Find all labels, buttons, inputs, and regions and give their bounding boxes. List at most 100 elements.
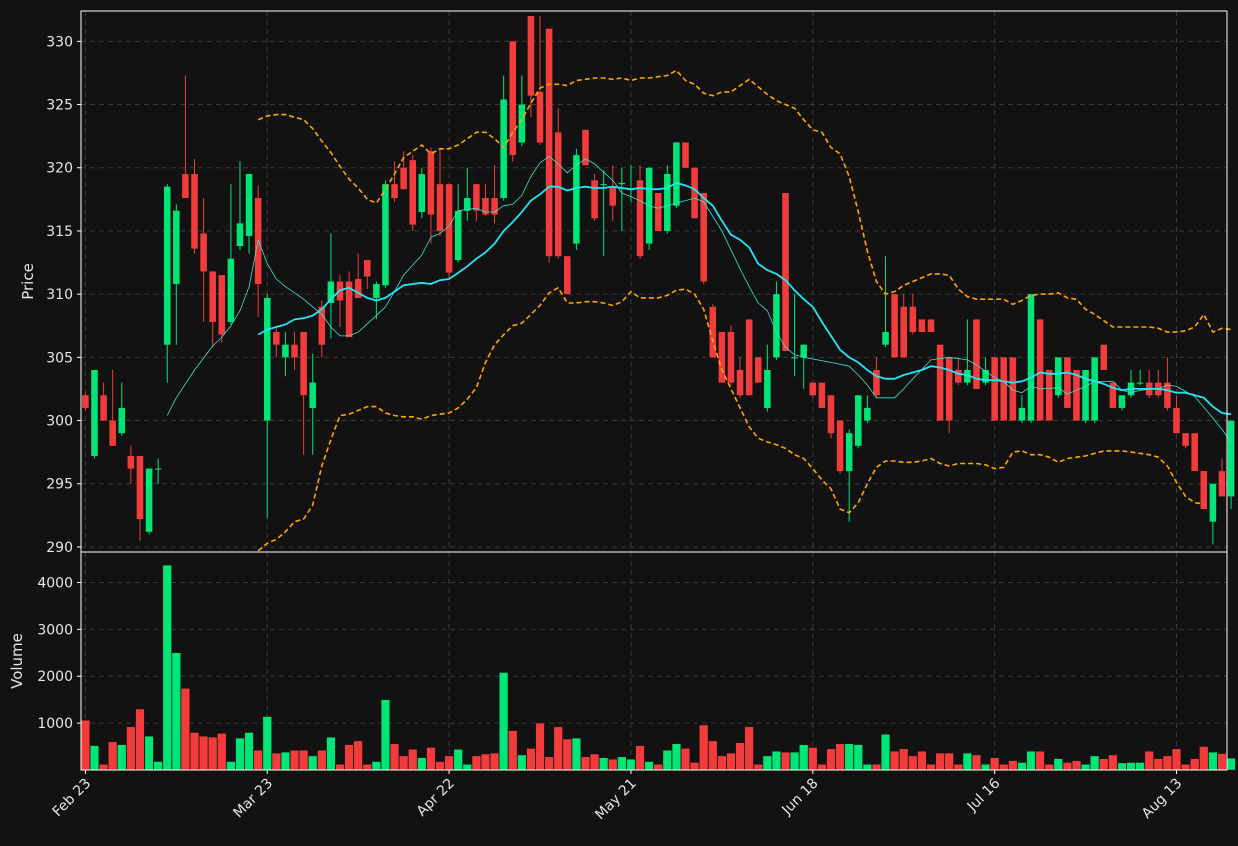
volume-bar [590, 753, 600, 771]
volume-axis-label: Volume [8, 633, 26, 689]
volume-bar [444, 755, 454, 771]
candle-body [327, 281, 335, 303]
volume-bar [471, 755, 481, 771]
candle-body [1082, 369, 1089, 421]
volume-bar [1144, 751, 1154, 771]
volume-bar [680, 748, 691, 771]
volume-bar [999, 764, 1009, 771]
volume-bar [235, 737, 245, 771]
volume-bar [935, 752, 945, 771]
volume-bar [708, 740, 718, 771]
volume-bar [753, 764, 763, 771]
candle-body [1164, 382, 1171, 408]
candle-body [309, 382, 316, 408]
volume-bar [944, 752, 954, 771]
volume-bar [344, 744, 354, 771]
candle-body [545, 28, 553, 257]
volume-bar [1108, 754, 1118, 771]
candle-body [909, 306, 917, 333]
volume-bar [1162, 755, 1172, 771]
volume-bar [253, 750, 263, 771]
candle-body [854, 395, 862, 446]
candle-body [400, 167, 407, 190]
candle-body [782, 193, 789, 352]
band-lower-line [257, 287, 1204, 552]
volume-bar [835, 743, 845, 771]
candle-body [154, 468, 162, 470]
candle-body [827, 395, 835, 434]
volume-bar [608, 759, 618, 771]
candle-body [473, 184, 480, 211]
candle-body [900, 306, 907, 358]
candle-body [1073, 369, 1080, 421]
volume-bar [699, 724, 709, 771]
candle-body [736, 369, 744, 396]
candle-body [291, 344, 298, 358]
volume-bar [153, 761, 163, 771]
volume-bar [1071, 760, 1082, 771]
volume-bar [971, 754, 981, 771]
price-tick-label: 290 [46, 540, 73, 556]
volume-bar [435, 761, 445, 771]
candle-body [673, 142, 680, 206]
volume-bar [990, 757, 1000, 771]
candle-body [1118, 395, 1126, 408]
volume-bar [490, 752, 500, 771]
candle-body [1200, 471, 1208, 510]
volume-bar [499, 672, 509, 771]
candle-body [209, 271, 216, 322]
volume-bar [1135, 762, 1145, 771]
candle-body [1136, 382, 1144, 384]
candle-body [936, 344, 944, 421]
candle-body [454, 210, 462, 261]
volume-bar [1099, 758, 1109, 771]
candle-body [245, 174, 253, 236]
volume-bar [1053, 758, 1063, 771]
candle-body [82, 395, 89, 408]
candle-body [882, 332, 889, 345]
volume-bar [199, 736, 209, 771]
volume-bar [808, 747, 818, 771]
volume-bar [735, 742, 745, 771]
candle-body [163, 186, 171, 345]
volume-bar [517, 754, 527, 771]
candle-body [536, 91, 544, 143]
volume-bar [553, 726, 563, 771]
volume-bar [717, 755, 727, 771]
volume-bar [1035, 751, 1045, 771]
candle-body [527, 16, 535, 96]
candle-body [1055, 357, 1062, 396]
candle-body [227, 258, 235, 322]
volume-bar [881, 734, 891, 771]
volume-bar [362, 764, 372, 771]
price-tick-label: 315 [46, 224, 73, 240]
candle-body [864, 407, 871, 421]
candle-body [464, 198, 471, 211]
volume-bar [208, 736, 218, 771]
volume-bar [126, 726, 136, 771]
volume-bar [1117, 762, 1127, 771]
candle-body [564, 256, 571, 295]
volume-bar [917, 751, 927, 771]
candle-body [773, 294, 780, 358]
volume-tick-label: 3000 [37, 622, 73, 638]
candle-body [591, 180, 598, 219]
candle-body [136, 455, 144, 520]
candle-body [791, 357, 798, 359]
candle-body [809, 382, 817, 396]
volume-bar [953, 764, 963, 771]
candle-body [700, 193, 707, 282]
candle-body [118, 407, 126, 434]
volume-bar [571, 737, 581, 771]
volume-bar [599, 757, 609, 771]
candle-body [573, 155, 580, 244]
candle-body [1018, 407, 1026, 421]
candle-body [600, 184, 607, 186]
candle-body [800, 344, 807, 358]
volume-bar [162, 564, 172, 771]
volume-bar [626, 759, 636, 771]
candle-body [100, 395, 107, 421]
candle-body [318, 306, 326, 345]
volume-bar [380, 699, 390, 771]
candle-body [391, 184, 398, 199]
